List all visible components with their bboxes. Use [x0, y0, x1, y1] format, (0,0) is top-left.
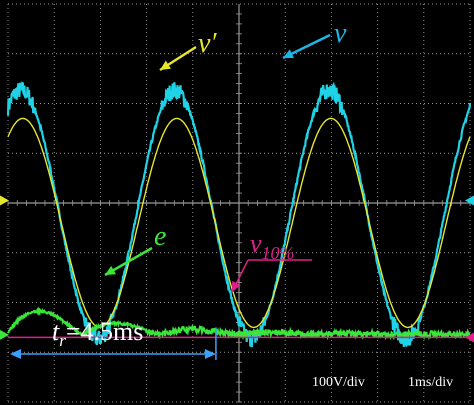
left-ground-marker: [0, 195, 9, 206]
grid: [7, 3, 471, 403]
annotations: v v′ e v10% tr=4.5ms 100V/div 1ms/div: [52, 18, 453, 390]
time-per-div: 1ms/div: [408, 375, 453, 390]
label-v-prime: v′: [198, 28, 217, 59]
label-tr-sub: r: [59, 331, 66, 350]
right-ground-marker: [465, 195, 474, 206]
label-v: v: [334, 18, 347, 49]
label-tr: tr=4.5ms: [52, 317, 143, 350]
tr-arrow-right: [204, 349, 216, 359]
label-v10-base: v: [250, 229, 262, 258]
label-v10: v10%: [250, 229, 295, 263]
label-tr-t: t: [52, 317, 60, 346]
series-v-line: [6, 81, 472, 348]
arrow-v-prime-head: [160, 60, 171, 70]
traces: [0, 33, 474, 360]
arrow-v-head: [283, 49, 294, 58]
volts-per-div: 100V/div: [312, 375, 365, 390]
left-e-marker: [0, 329, 9, 340]
label-v10-sub: 10%: [262, 243, 295, 263]
arrow-e-head: [105, 265, 116, 275]
arrow-v10-head: [232, 281, 241, 292]
right-v10-marker: [465, 332, 474, 343]
label-e: e: [154, 221, 166, 252]
tr-arrow-left: [10, 349, 21, 359]
series-v-prime-line: [7, 117, 471, 329]
label-tr-value: =4.5ms: [66, 317, 144, 346]
